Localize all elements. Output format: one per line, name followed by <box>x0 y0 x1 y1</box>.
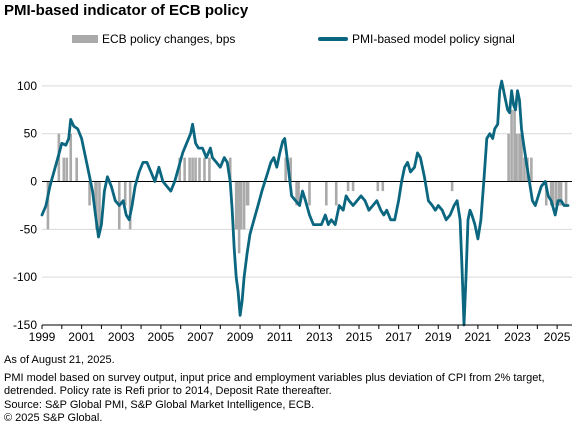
model-signal-polyline <box>40 79 570 327</box>
x-tick-label: 2019 <box>425 330 452 344</box>
policy-change-bar <box>376 181 380 192</box>
policy-change-bar <box>228 157 232 182</box>
policy-change-bar <box>295 181 298 206</box>
policy-change-bar <box>549 181 553 206</box>
policy-change-bar <box>65 157 69 182</box>
x-tick-label: 2017 <box>385 330 412 344</box>
policy-change-bar <box>381 181 385 192</box>
policy-change-bar <box>334 181 338 206</box>
policy-change-bar <box>191 157 194 182</box>
source-note: Source: S&P Global PMI, S&P Global Marke… <box>4 398 315 411</box>
policy-change-bar <box>297 181 300 206</box>
chart-title: PMI-based indicator of ECB policy <box>4 2 249 19</box>
policy-change-bar <box>239 181 243 230</box>
legend-swatch-bars <box>72 35 98 43</box>
policy-change-bar <box>242 181 246 230</box>
chart-notes: As of August 21, 2025. PMI model based o… <box>4 354 574 425</box>
policy-change-bar <box>194 157 197 182</box>
legend-swatch-line <box>318 37 348 41</box>
model-signal-line <box>40 79 570 327</box>
policy-change-bar <box>62 157 66 182</box>
x-tick-label: 2003 <box>108 330 135 344</box>
policy-change-bar <box>351 181 355 192</box>
y-tick-label: -150 <box>13 318 37 332</box>
policy-change-bar <box>284 157 288 182</box>
policy-change-bar <box>123 181 127 206</box>
x-tick-label: 2007 <box>187 330 214 344</box>
policy-change-bar <box>75 157 78 182</box>
y-tick-label: 50 <box>24 127 38 141</box>
policy-change-bar <box>325 181 328 206</box>
policy-change-bar <box>88 181 91 206</box>
policy-change-bar <box>246 181 250 206</box>
policy-change-bar <box>237 181 241 254</box>
methodology-note: PMI model based on survey output, input … <box>4 372 545 398</box>
x-tick-label: 2023 <box>504 330 531 344</box>
y-tick-label: -50 <box>20 222 38 236</box>
policy-change-bar <box>289 157 292 182</box>
policy-change-bar <box>507 133 510 182</box>
policy-change-bar <box>518 133 521 182</box>
policy-change-bar <box>308 181 311 206</box>
policy-change-bar <box>523 157 526 182</box>
x-axis-ticks: 1999 2001 2003 2005 2007 2009 2011 2013 2015 2017… <box>29 324 572 344</box>
policy-change-bar <box>346 181 350 192</box>
policy-change-bar <box>235 181 239 230</box>
y-tick-label: -100 <box>13 270 37 284</box>
policy-change-bar <box>98 181 101 230</box>
y-axis-ticks: 100 50 0 -50 -100 -150 <box>13 79 37 332</box>
x-tick-label: 2009 <box>227 330 254 344</box>
policy-change-bar <box>450 181 454 192</box>
x-tick-label: 2013 <box>306 330 333 344</box>
chart-plot: 100 50 0 -50 -100 -150 1999 2001 2003 2005 2007 20… <box>13 79 572 344</box>
legend-label-policy-changes: ECB policy changes, bps <box>102 32 236 46</box>
policy-change-bars <box>46 109 568 254</box>
x-tick-label: 2011 <box>267 330 293 344</box>
policy-change-bar <box>559 181 563 206</box>
chart-legend: ECB policy changes, bps PMI-based model … <box>0 32 577 50</box>
policy-change-bar <box>208 157 211 182</box>
policy-change-bar <box>69 133 73 182</box>
x-tick-label: 2005 <box>148 330 175 344</box>
policy-change-bar <box>557 181 561 206</box>
policy-change-bar <box>198 157 201 182</box>
legend-item-policy-changes: ECB policy changes, bps <box>72 32 235 46</box>
policy-change-bar <box>551 181 555 206</box>
policy-change-bar <box>544 181 548 206</box>
x-tick-label: 2015 <box>346 330 373 344</box>
policy-change-bar <box>178 157 182 182</box>
legend-item-model-signal: PMI-based model policy signal <box>318 32 515 46</box>
policy-change-bar <box>564 181 568 206</box>
policy-change-bar <box>203 157 206 182</box>
policy-change-bar <box>513 109 516 182</box>
policy-change-bar <box>188 157 191 182</box>
policy-change-bar <box>183 157 186 182</box>
x-tick-label: 1999 <box>29 330 56 344</box>
as-of-note: As of August 21, 2025. <box>4 354 115 366</box>
y-tick-label: 100 <box>17 79 37 93</box>
policy-change-bar <box>554 181 558 206</box>
legend-label-model-signal: PMI-based model policy signal <box>352 32 515 46</box>
policy-change-bar <box>128 181 132 230</box>
policy-change-bar <box>520 133 523 182</box>
x-tick-label: 2001 <box>68 330 95 344</box>
x-tick-label: 2021 <box>465 330 492 344</box>
policy-change-bar <box>530 157 533 182</box>
y-tick-label: 0 <box>30 175 37 189</box>
policy-change-bar <box>95 181 98 230</box>
x-tick-label: 2025 <box>544 330 571 344</box>
policy-change-bar <box>515 133 518 182</box>
policy-change-bar <box>510 109 513 182</box>
copyright-note: © 2025 S&P Global. <box>4 411 103 424</box>
policy-change-bar <box>46 181 50 230</box>
